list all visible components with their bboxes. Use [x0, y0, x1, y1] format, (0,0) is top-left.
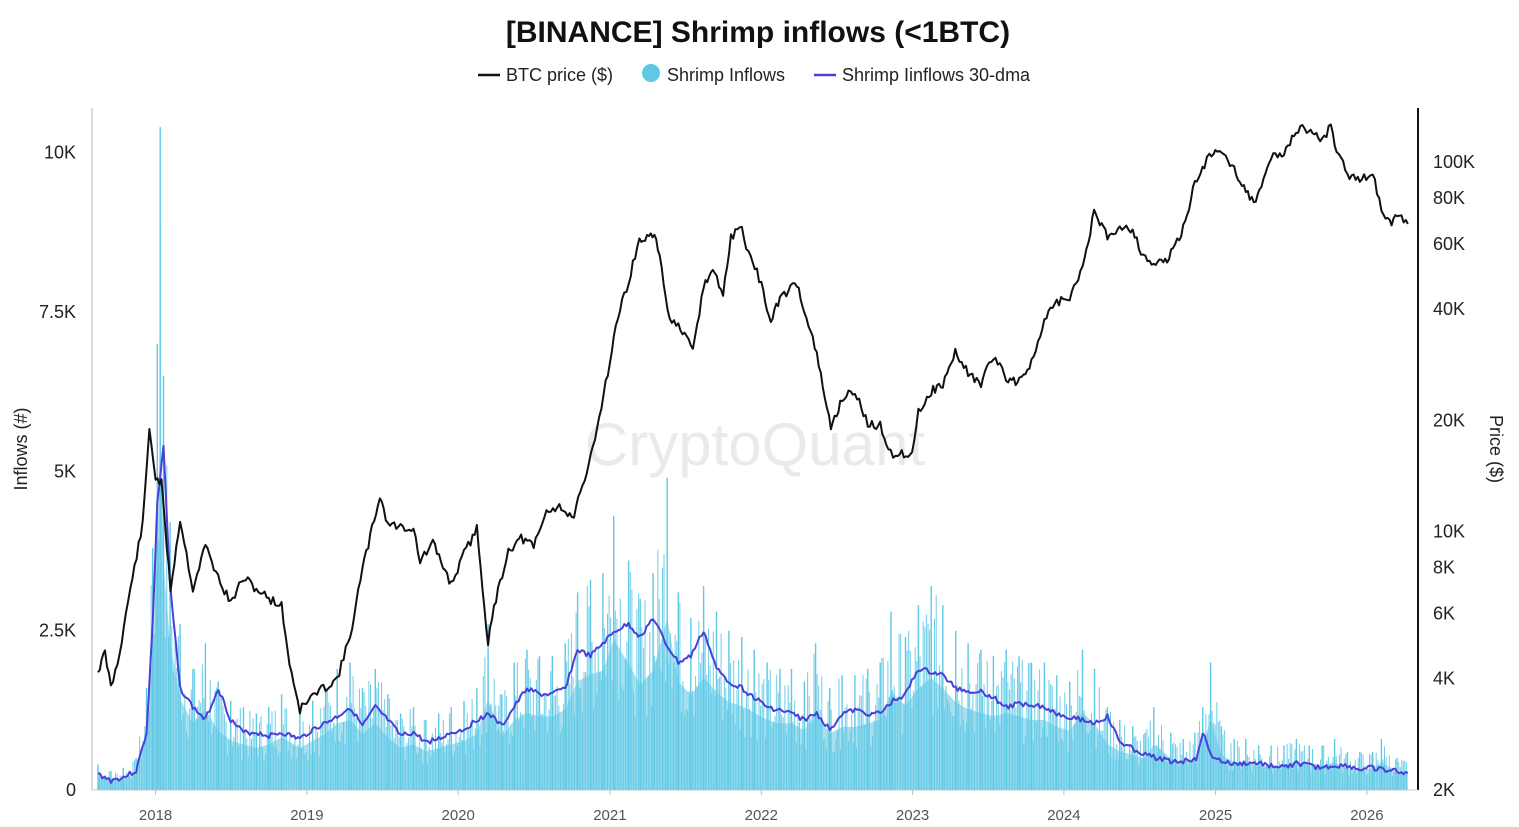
- y-right-axis-label: Price ($): [1486, 415, 1506, 483]
- y-left-tick-label: 10K: [44, 143, 76, 163]
- legend-item-shrimp-30dma[interactable]: Shrimp Iinflows 30-dma: [814, 65, 1031, 85]
- y-left-tick-label: 2.5K: [39, 621, 76, 641]
- y-right-tick-label: 60K: [1433, 234, 1465, 254]
- y-left-tick-label: 0: [66, 780, 76, 800]
- legend-label-shrimp-30dma: Shrimp Iinflows 30-dma: [842, 65, 1031, 85]
- x-tick-label: 2025: [1199, 807, 1232, 824]
- x-tick-label: 2023: [896, 807, 929, 824]
- y-left-tick-label: 5K: [54, 461, 76, 481]
- legend: BTC price ($) Shrimp Inflows Shrimp Iinf…: [478, 64, 1031, 85]
- watermark: CryptoQuant: [585, 411, 925, 478]
- y-left-axis-label: Inflows (#): [11, 407, 31, 490]
- x-tick-label: 2026: [1350, 807, 1383, 824]
- y-right-tick-label: 40K: [1433, 299, 1465, 319]
- x-tick-label: 2020: [442, 807, 475, 824]
- x-tick-label: 2024: [1047, 807, 1080, 824]
- x-tick-label: 2021: [593, 807, 626, 824]
- x-tick-label: 2018: [139, 807, 172, 824]
- legend-label-shrimp-inflows: Shrimp Inflows: [667, 65, 785, 85]
- y-right-tick-label: 100K: [1433, 152, 1475, 172]
- y-left-ticks: 0 2.5K 5K 7.5K 10K: [39, 143, 76, 800]
- series-line-shrimp-30dma: [97, 444, 1409, 784]
- y-right-tick-label: 20K: [1433, 410, 1465, 430]
- x-ticks: 2018 2019 2020 2021 2022 2023 2024 2025 2026: [139, 790, 1384, 824]
- x-tick-label: 2022: [745, 807, 778, 824]
- series-line-btc-price: [97, 123, 1409, 715]
- y-right-tick-label: 4K: [1433, 669, 1455, 689]
- chart-title: [BINANCE] Shrimp inflows (<1BTC): [506, 16, 1010, 49]
- y-right-tick-label: 6K: [1433, 604, 1455, 624]
- y-right-tick-label: 8K: [1433, 558, 1455, 578]
- y-right-ticks: 2K 4K 6K 8K 10K 20K 40K 60K 80K 100K: [1433, 152, 1475, 800]
- y-right-tick-label: 2K: [1433, 780, 1455, 800]
- y-left-tick-label: 7.5K: [39, 302, 76, 322]
- y-right-tick-label: 10K: [1433, 522, 1465, 542]
- legend-item-shrimp-inflows[interactable]: Shrimp Inflows: [642, 64, 785, 85]
- legend-label-btc-price: BTC price ($): [506, 65, 613, 85]
- legend-item-btc-price[interactable]: BTC price ($): [478, 65, 613, 85]
- legend-dot-shrimp-inflows: [642, 64, 660, 82]
- shrimp-inflows-series: [97, 127, 1408, 790]
- y-right-tick-label: 80K: [1433, 188, 1465, 208]
- x-tick-label: 2019: [290, 807, 323, 824]
